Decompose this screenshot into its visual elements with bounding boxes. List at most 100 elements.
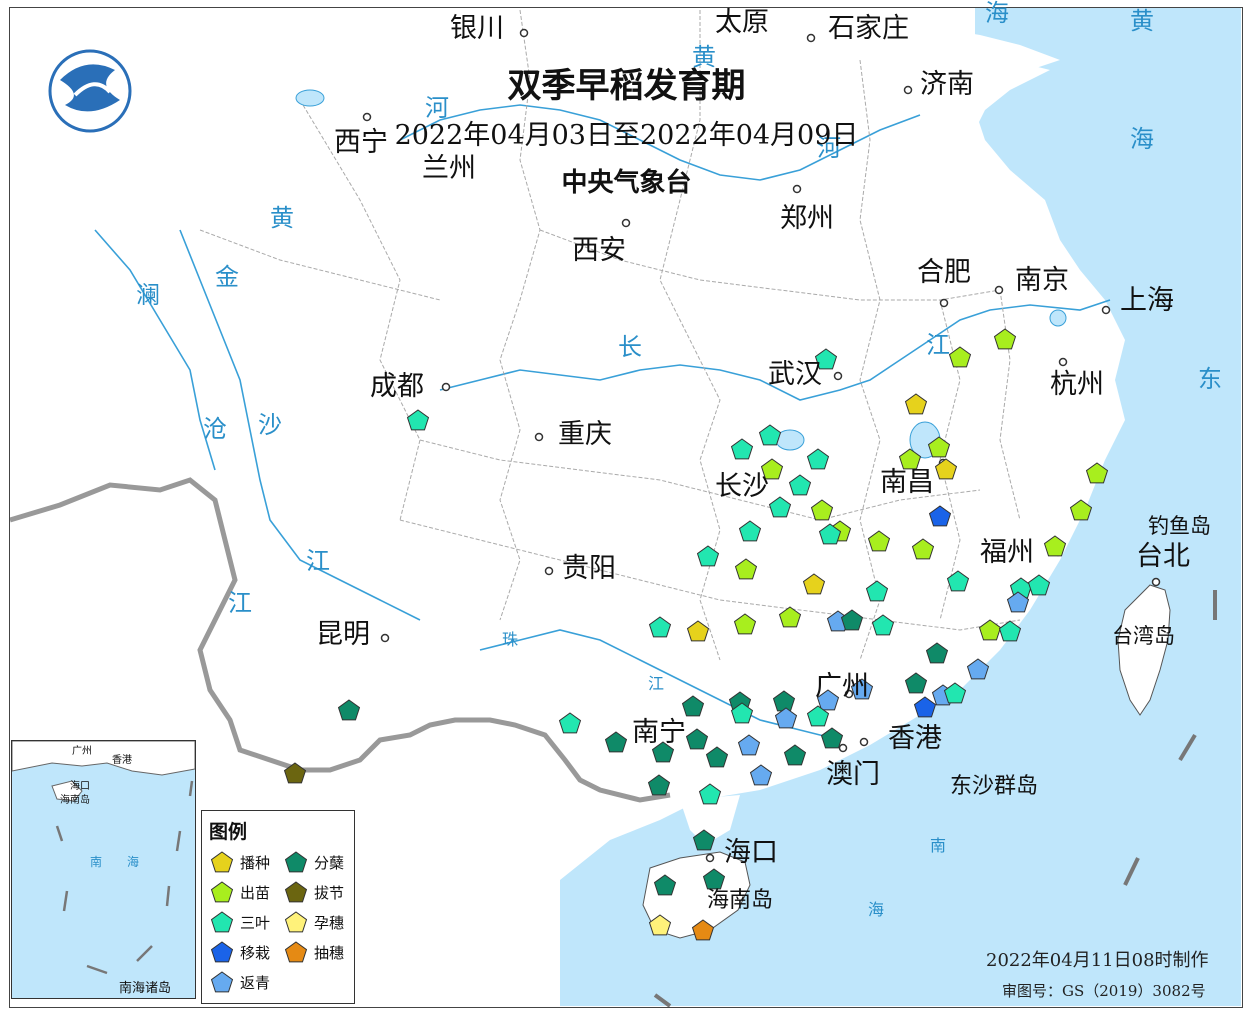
south-china-sea-inset: 广州 香港 海口 海南岛 南 海 南海诸岛 (11, 740, 196, 999)
legend-swatch-icon (284, 941, 308, 963)
city-label: 长沙 (715, 471, 769, 502)
station-marker-抽穗 (691, 919, 715, 941)
legend: 图例 播种 出苗 三叶 移栽 返青 分蘖 拔节 孕穗 抽穗 (201, 810, 355, 1004)
station-marker-分蘖 (840, 609, 864, 631)
geo-label: 黄 (270, 204, 294, 232)
city-label: 银川 (450, 13, 504, 44)
station-marker-三叶 (758, 424, 782, 446)
city-label: 澳门 (826, 759, 880, 790)
legend-label: 播种 (240, 853, 271, 872)
city-dot (806, 33, 816, 43)
city-label: 昆明 (316, 619, 370, 650)
geo-label: 沙 (258, 411, 282, 439)
station-marker-返青 (816, 689, 840, 711)
city-label: 海口 (724, 837, 778, 868)
station-marker-出苗 (1043, 535, 1067, 557)
city-dot (838, 743, 848, 753)
legend-swatch-icon (284, 851, 308, 873)
inset-label: 海南岛 (60, 795, 90, 806)
maritime-boundary (653, 590, 1217, 1008)
city-dot (859, 737, 869, 747)
city-dots (362, 28, 1161, 863)
legend-label: 抽穗 (314, 943, 345, 962)
station-marker-分蘖 (651, 741, 675, 763)
leizhou (680, 795, 740, 845)
legend-item: 播种 (210, 851, 270, 873)
geo-label: 江 (926, 331, 950, 359)
station-marker-三叶 (406, 409, 430, 431)
city-label: 郑州 (780, 203, 834, 234)
station-marker-出苗 (867, 530, 891, 552)
city-label: 广州 (815, 671, 869, 702)
city-dot (1058, 357, 1068, 367)
station-marker-分蘖 (705, 746, 729, 768)
station-marker-三叶 (814, 348, 838, 370)
city-label: 兰州 (422, 153, 476, 184)
station-marker-返青 (1006, 591, 1030, 613)
geo-label: 南 (930, 836, 947, 855)
geo-label: 河 (817, 134, 841, 162)
city-dot (534, 432, 544, 442)
station-marker-出苗 (898, 448, 922, 470)
city-label: 武汉 (768, 359, 822, 390)
station-marker-出苗 (810, 499, 834, 521)
station-marker-三叶 (818, 523, 842, 545)
inset-label: 海 (127, 855, 140, 869)
station-marker-播种 (686, 620, 710, 642)
station-marker-分蘖 (647, 774, 671, 796)
station-marker-分蘖 (772, 690, 796, 712)
station-marker-分蘖 (820, 727, 844, 749)
inset-label: 海口 (70, 781, 90, 792)
city-label: 贵阳 (562, 553, 616, 584)
station-marker-三叶 (865, 580, 889, 602)
legend-swatch-icon (210, 941, 234, 963)
city-label: 福州 (980, 537, 1034, 568)
city-dot (621, 218, 631, 228)
geo-label: 沧 (203, 415, 227, 443)
station-marker-孕穗 (648, 914, 672, 936)
city-label: 西安 (572, 235, 626, 266)
city-dot (544, 566, 554, 576)
geo-label: 黄 (692, 43, 716, 71)
station-marker-三叶 (696, 545, 720, 567)
inset-label: 南海诸岛 (119, 981, 172, 996)
date-range: 2022年04月03日至2022年04月09日 (394, 120, 859, 151)
legend-item: 分蘖 (284, 851, 344, 873)
legend-label: 移栽 (240, 943, 271, 962)
geo-label: 海 (985, 0, 1009, 27)
geo-label: 黄 (1130, 7, 1154, 35)
legend-swatch-icon (210, 851, 234, 873)
geo-label: 海南岛 (707, 888, 774, 913)
legend-item: 出苗 (210, 881, 270, 903)
city-label: 上海 (1120, 285, 1174, 316)
legend-label: 出苗 (240, 883, 271, 902)
station-marker-播种 (802, 573, 826, 595)
city-dot (1101, 305, 1111, 315)
geo-label: 江 (228, 589, 252, 617)
legend-item: 返青 (210, 971, 270, 993)
geo-label: 澜 (136, 281, 160, 309)
issuer: 中央气象台 (561, 168, 692, 198)
station-marker-出苗 (948, 346, 972, 368)
city-label: 南昌 (880, 467, 934, 498)
station-marker-移栽 (928, 505, 952, 527)
station-marker-分蘖 (685, 728, 709, 750)
station-marker-出苗 (733, 613, 757, 635)
legend-item: 拔节 (284, 881, 344, 903)
city-label: 济南 (920, 69, 974, 100)
city-dot (380, 633, 390, 643)
legend-label: 返青 (240, 973, 271, 992)
legend-title: 图例 (209, 821, 248, 843)
legend-label: 分蘖 (314, 853, 345, 872)
station-marker-三叶 (768, 496, 792, 518)
city-label: 南宁 (632, 717, 686, 748)
station-marker-三叶 (871, 614, 895, 636)
station-marker-三叶 (730, 702, 754, 724)
city-label: 合肥 (917, 257, 971, 288)
city-dot (362, 112, 372, 122)
city-dot (833, 371, 843, 381)
station-marker-三叶 (806, 705, 830, 727)
province-borders (199, 9, 1021, 661)
